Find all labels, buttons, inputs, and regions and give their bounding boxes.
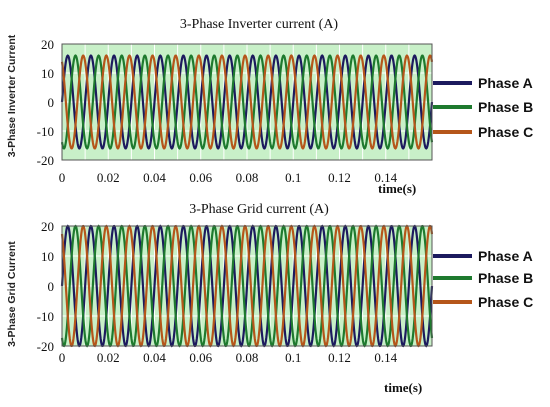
legend-label: Phase A [478, 248, 533, 264]
chart-title: 3-Phase Grid current (A) [189, 202, 329, 217]
y-axis-label: 3-Phase Grid Current [6, 241, 18, 347]
y-tick-label: -10 [37, 124, 54, 139]
series-line-phase-a [60, 224, 434, 348]
legend: Phase A Phase B Phase C [433, 248, 533, 310]
plot-frame [61, 225, 433, 347]
x-tick-label: 0.14 [374, 170, 397, 185]
x-tick-label: 0.04 [143, 350, 166, 365]
x-tick-label: 0 [59, 170, 66, 185]
x-tick-label: 0.1 [285, 170, 301, 185]
y-ticks: -20 -10 0 10 20 [37, 219, 54, 354]
x-tick-label: 0.06 [189, 350, 212, 365]
x-ticks: 0 0.02 0.04 0.06 0.08 0.1 0.12 0.14 [59, 170, 398, 185]
y-ticks: -20 -10 0 10 20 [37, 37, 54, 168]
plot-frame [61, 43, 433, 161]
legend-label: Phase C [478, 124, 533, 140]
x-tick-label: 0 [59, 350, 66, 365]
legend-label: Phase B [478, 99, 533, 115]
legend: Phase A Phase B Phase C [433, 75, 533, 140]
y-tick-label: 0 [48, 95, 55, 110]
series-line-phase-a [60, 54, 434, 150]
x-tick-label: 0.02 [97, 170, 120, 185]
y-axis-label: 3-Phase Inverter Current [6, 34, 18, 157]
chart-inverter-current: 3-Phase Inverter current (A) 3-Phase Inv… [6, 17, 533, 196]
series-line-phase-c [60, 224, 434, 348]
x-tick-label: 0.12 [328, 350, 351, 365]
y-tick-label: 10 [41, 249, 54, 264]
y-tick-label: 20 [41, 37, 54, 52]
legend-label: Phase C [478, 294, 533, 310]
x-tick-label: 0.1 [285, 350, 301, 365]
plot-lines [60, 54, 434, 150]
x-tick-label: 0.02 [97, 350, 120, 365]
x-tick-label: 0.12 [328, 170, 351, 185]
legend-label: Phase A [478, 75, 533, 91]
x-axis-label: time(s) [378, 181, 416, 196]
chart-grid-current: 3-Phase Grid current (A) 3-Phase Grid Cu… [6, 202, 533, 395]
y-tick-label: 20 [41, 219, 54, 234]
x-tick-label: 0.14 [374, 350, 397, 365]
y-tick-label: -20 [37, 153, 54, 168]
x-tick-label: 0.06 [189, 170, 212, 185]
x-tick-label: 0.08 [236, 350, 259, 365]
legend-label: Phase B [478, 270, 533, 286]
y-tick-label: 0 [48, 279, 55, 294]
x-ticks: 0 0.02 0.04 0.06 0.08 0.1 0.12 0.14 [59, 350, 398, 365]
x-tick-label: 0.04 [143, 170, 166, 185]
y-tick-label: -20 [37, 339, 54, 354]
series-line-phase-b [60, 224, 434, 348]
y-tick-label: -10 [37, 309, 54, 324]
plot-lines [60, 224, 434, 348]
x-tick-label: 0.08 [236, 170, 259, 185]
y-tick-label: 10 [41, 66, 54, 81]
series-line-phase-c [60, 54, 434, 150]
series-line-phase-b [60, 54, 434, 150]
x-axis-label: time(s) [384, 380, 422, 395]
chart-title: 3-Phase Inverter current (A) [180, 17, 339, 32]
